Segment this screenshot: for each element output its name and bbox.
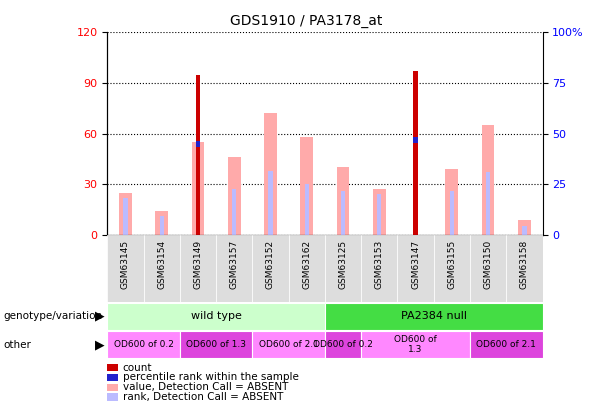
Bar	[325, 331, 361, 358]
Text: GSM63147: GSM63147	[411, 240, 420, 289]
Text: GSM63149: GSM63149	[194, 240, 202, 289]
Bar	[123, 198, 128, 235]
Text: GSM63155: GSM63155	[447, 240, 456, 290]
Bar	[180, 235, 216, 302]
Text: OD600 of 0.2: OD600 of 0.2	[313, 340, 373, 349]
Bar	[341, 191, 345, 235]
Text: ▶: ▶	[95, 338, 105, 351]
Bar	[522, 226, 527, 235]
Bar	[232, 190, 237, 235]
Text: value, Detection Call = ABSENT: value, Detection Call = ABSENT	[123, 382, 288, 392]
Text: PA2384 null: PA2384 null	[401, 311, 466, 321]
Bar	[361, 235, 397, 302]
Text: OD600 of 0.2: OD600 of 0.2	[113, 340, 173, 349]
Text: wild type: wild type	[191, 311, 242, 321]
Bar	[325, 303, 543, 330]
Bar	[470, 235, 506, 302]
Bar	[196, 75, 200, 235]
Text: GSM63154: GSM63154	[157, 240, 166, 289]
Text: percentile rank within the sample: percentile rank within the sample	[123, 373, 299, 382]
Bar	[300, 137, 313, 235]
Text: ▶: ▶	[95, 310, 105, 323]
Bar	[192, 142, 204, 235]
Text: GSM63158: GSM63158	[520, 240, 529, 290]
Bar	[264, 113, 277, 235]
Bar	[228, 157, 240, 235]
Text: GSM63145: GSM63145	[121, 240, 130, 289]
Text: rank, Detection Call = ABSENT: rank, Detection Call = ABSENT	[123, 392, 283, 402]
Bar	[450, 191, 454, 235]
Text: count: count	[123, 363, 152, 373]
Bar	[486, 173, 490, 235]
Text: OD600 of 2.1: OD600 of 2.1	[476, 340, 536, 349]
Text: GSM63150: GSM63150	[484, 240, 493, 290]
Bar	[268, 171, 273, 235]
Bar	[155, 211, 168, 235]
Bar	[337, 167, 349, 235]
Bar	[196, 141, 200, 147]
Bar	[305, 184, 309, 235]
Bar	[159, 216, 164, 235]
Bar	[373, 190, 386, 235]
Bar	[253, 235, 289, 302]
Text: genotype/variation: genotype/variation	[3, 311, 102, 321]
Text: GSM63152: GSM63152	[266, 240, 275, 289]
Text: OD600 of 1.3: OD600 of 1.3	[186, 340, 246, 349]
Bar	[107, 235, 143, 302]
Bar	[397, 235, 433, 302]
Bar	[506, 235, 543, 302]
Bar	[325, 235, 361, 302]
Bar	[361, 331, 470, 358]
Bar	[143, 235, 180, 302]
Bar	[216, 235, 253, 302]
Text: OD600 of 2.1: OD600 of 2.1	[259, 340, 319, 349]
Bar	[434, 235, 470, 302]
Bar	[289, 235, 325, 302]
Text: other: other	[3, 340, 31, 350]
Bar	[253, 331, 325, 358]
Text: GDS1910 / PA3178_at: GDS1910 / PA3178_at	[230, 14, 383, 28]
Text: GSM63162: GSM63162	[302, 240, 311, 289]
Text: GSM63157: GSM63157	[230, 240, 238, 290]
Bar	[413, 137, 418, 143]
Bar	[482, 125, 495, 235]
Bar	[107, 303, 325, 330]
Text: OD600 of
1.3: OD600 of 1.3	[394, 335, 437, 354]
Bar	[107, 331, 180, 358]
Text: GSM63125: GSM63125	[338, 240, 348, 289]
Text: GSM63153: GSM63153	[375, 240, 384, 290]
Bar	[446, 169, 458, 235]
Bar	[180, 331, 253, 358]
Bar	[518, 220, 531, 235]
Bar	[119, 193, 132, 235]
Bar	[413, 71, 418, 235]
Bar	[470, 331, 543, 358]
Bar	[377, 194, 381, 235]
